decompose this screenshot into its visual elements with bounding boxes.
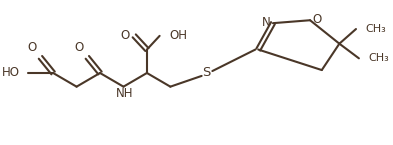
Text: O: O	[74, 41, 83, 54]
Text: HO: HO	[2, 67, 20, 79]
Text: O: O	[27, 41, 37, 54]
Text: O: O	[120, 29, 129, 42]
Text: OH: OH	[169, 29, 187, 42]
Text: CH₃: CH₃	[366, 24, 386, 34]
Text: N: N	[262, 16, 270, 29]
Text: S: S	[202, 67, 211, 79]
Text: CH₃: CH₃	[369, 53, 389, 63]
Text: O: O	[312, 13, 321, 26]
Text: NH: NH	[116, 87, 133, 100]
